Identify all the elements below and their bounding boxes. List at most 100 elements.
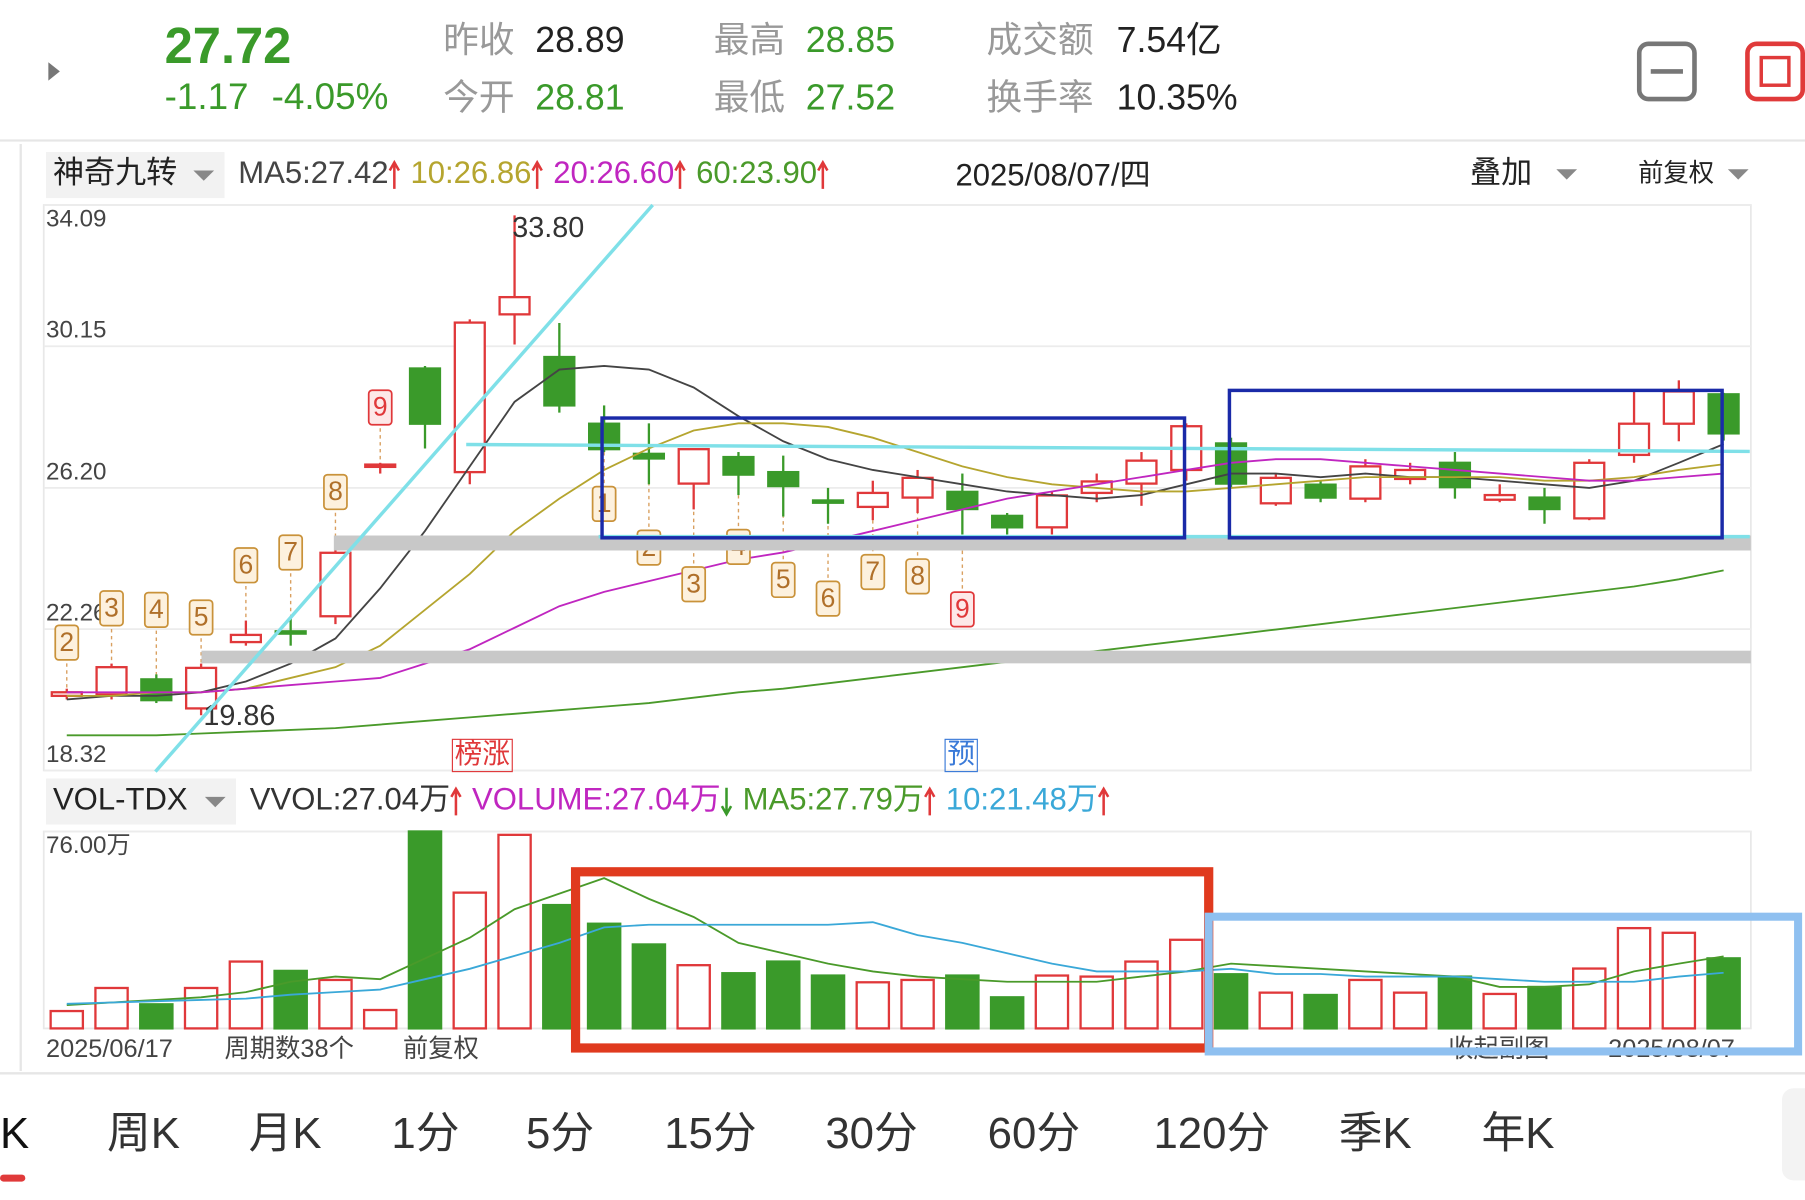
volume-bar [989, 996, 1025, 1030]
volume-bar [900, 978, 935, 1030]
count-label: 1 [597, 488, 612, 518]
period-tab[interactable]: 5分 [526, 1109, 594, 1158]
start-date: 2025/06/17 [46, 1035, 173, 1063]
indicator-chip[interactable] [46, 152, 225, 199]
count-label: 5 [194, 602, 209, 632]
adjust-button[interactable]: 前复权 [1638, 160, 1714, 188]
period-tab[interactable]: 120分 [1153, 1109, 1270, 1158]
event-marker[interactable]: 榜涨 [455, 738, 510, 769]
candle-body [1573, 461, 1606, 520]
count-badge [905, 558, 930, 595]
count-badge [54, 624, 80, 661]
period-tab[interactable]: 1分 [391, 1109, 459, 1158]
candle-body [767, 470, 800, 488]
stat-value: 28.81 [535, 78, 624, 118]
period-tab[interactable]: 季K [1339, 1109, 1412, 1158]
moving-average-line [66, 569, 1724, 737]
period-tab[interactable]: 年K [1482, 1109, 1555, 1158]
candle-body [901, 476, 934, 499]
overlay-button[interactable]: 叠加 [1470, 155, 1532, 190]
volume-bar [810, 974, 846, 1030]
volume-bar [1034, 974, 1070, 1030]
count-badge [323, 473, 348, 511]
volume-bar [586, 922, 622, 1030]
volume-bar [1482, 992, 1517, 1030]
candle-body [543, 355, 576, 407]
candle-body [50, 691, 83, 698]
ma-value: 26.60 [596, 155, 674, 190]
range-box [600, 416, 1187, 540]
count-badge [770, 561, 796, 599]
period-tab[interactable]: 周K [107, 1109, 180, 1158]
support-band [201, 650, 1751, 664]
event-marker[interactable]: 预 [947, 738, 975, 769]
vol-legend-value: 21.48万 [989, 782, 1098, 817]
period-tab[interactable]: 月K [249, 1109, 322, 1158]
count-label: 8 [328, 476, 343, 506]
indicator-name: 神奇九转 [53, 155, 177, 190]
candle-body [811, 499, 845, 504]
y-tick-label: 76.00万 [46, 832, 131, 859]
trend-arrow [531, 159, 543, 189]
period-tab[interactable]: 15分 [664, 1109, 756, 1158]
dropdown-caret [1556, 169, 1578, 180]
volume-bar [542, 903, 577, 1030]
max-label: 33.80 [512, 212, 584, 244]
trend-arrow [924, 786, 936, 816]
volume-bar [1392, 991, 1428, 1030]
volume-bar [362, 1008, 398, 1030]
candle-body [453, 321, 486, 474]
adjust-label: 前复权 [403, 1035, 479, 1063]
stat-label: 最低 [714, 78, 785, 118]
count-label: 9 [373, 392, 388, 422]
volume-bar [94, 986, 129, 1030]
volume-bar [765, 960, 801, 1030]
volume-bar [1079, 975, 1114, 1030]
candle-body [95, 666, 128, 696]
count-label: 4 [149, 594, 164, 624]
vol-indicator-chip[interactable] [46, 778, 236, 825]
volume-bar [855, 981, 891, 1030]
stat-label: 成交额 [987, 20, 1094, 60]
period-tab[interactable]: 60分 [988, 1109, 1080, 1158]
collapse-button[interactable] [1636, 41, 1697, 102]
count-badge [143, 591, 169, 628]
count-badge [99, 590, 124, 627]
period-tab[interactable]: K [0, 1109, 29, 1158]
volume-bar [1213, 973, 1249, 1030]
range-box [1227, 388, 1724, 540]
stat-value: 10.35% [1117, 78, 1238, 118]
volume-box [1204, 912, 1803, 1056]
count-badge [233, 547, 259, 584]
count-label: 3 [104, 592, 119, 622]
count-badge [949, 591, 975, 628]
ma-label: 20: [553, 155, 596, 190]
period-tab[interactable]: 30分 [825, 1109, 917, 1158]
moving-average-line [66, 458, 1724, 694]
volume-bar [1616, 926, 1652, 1030]
count-label: 7 [865, 556, 880, 586]
candle-body [140, 678, 173, 702]
dropdown-caret [204, 796, 226, 808]
count-badge [367, 389, 393, 426]
count-label: 8 [910, 560, 925, 590]
volume-bar [183, 986, 219, 1030]
volume-bar [1527, 985, 1562, 1030]
ma-value: 27.42 [311, 155, 389, 190]
vol-indicator-name: VOL-TDX [53, 782, 188, 817]
vol-legend-value: 27.04万 [341, 782, 450, 817]
count-label: 6 [821, 583, 836, 613]
draw-button[interactable] [1745, 41, 1805, 102]
candle-body [1438, 461, 1472, 489]
vol-legend-label: VOLUME: [472, 782, 612, 817]
vol-legend-label: 10: [946, 782, 989, 817]
volume-bar [407, 830, 443, 1030]
price-change: -1.17 [165, 76, 249, 117]
count-label: 9 [955, 594, 970, 624]
expand-arrow[interactable] [48, 62, 60, 81]
vol-legend-value: 27.04万 [612, 782, 721, 817]
volume-bar [452, 891, 488, 1030]
ma-label: 60: [696, 155, 739, 190]
date-label: 2025/08/07/四 [955, 158, 1150, 193]
